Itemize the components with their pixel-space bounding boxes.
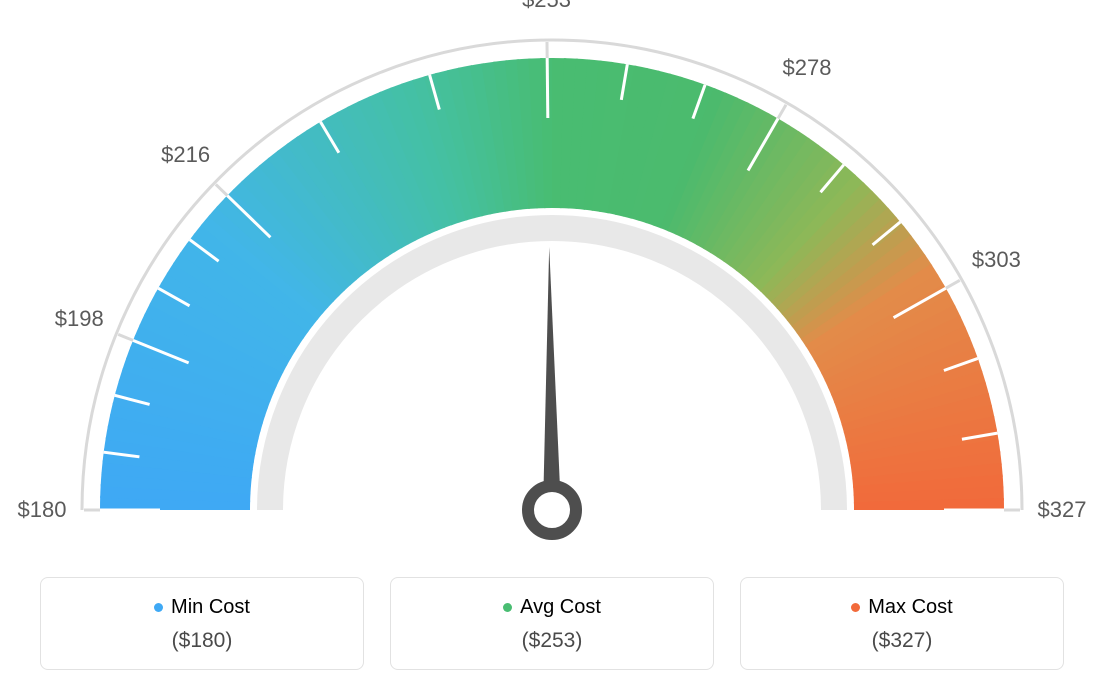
- max-cost-card: Max Cost ($327): [740, 577, 1064, 670]
- min-cost-label: Min Cost: [171, 596, 250, 619]
- avg-cost-card: Avg Cost ($253): [390, 577, 714, 670]
- min-cost-card: Min Cost ($180): [40, 577, 364, 670]
- max-cost-title: Max Cost: [851, 596, 952, 619]
- gauge-tick-label: $198: [55, 306, 104, 332]
- min-cost-title: Min Cost: [154, 596, 250, 619]
- dot-icon: [851, 603, 860, 612]
- gauge-tick-label: $303: [972, 247, 1021, 273]
- dot-icon: [503, 603, 512, 612]
- legend-row: Min Cost ($180) Avg Cost ($253) Max Cost…: [40, 577, 1064, 670]
- gauge-tick-label: $180: [18, 497, 67, 523]
- gauge-tick-label: $216: [161, 142, 210, 168]
- avg-cost-label: Avg Cost: [520, 596, 601, 619]
- max-cost-value: ($327): [751, 629, 1053, 653]
- min-cost-value: ($180): [51, 629, 353, 653]
- gauge-tick-label: $278: [783, 55, 832, 81]
- gauge-svg: [0, 0, 1104, 560]
- gauge-chart: $180 $198 $216 $253 $278 $303 $327: [0, 0, 1104, 560]
- avg-cost-value: ($253): [401, 629, 703, 653]
- gauge-tick-label: $253: [522, 0, 571, 13]
- gauge-tick-label: $327: [1038, 497, 1087, 523]
- dot-icon: [154, 603, 163, 612]
- avg-cost-title: Avg Cost: [503, 596, 601, 619]
- max-cost-label: Max Cost: [868, 596, 952, 619]
